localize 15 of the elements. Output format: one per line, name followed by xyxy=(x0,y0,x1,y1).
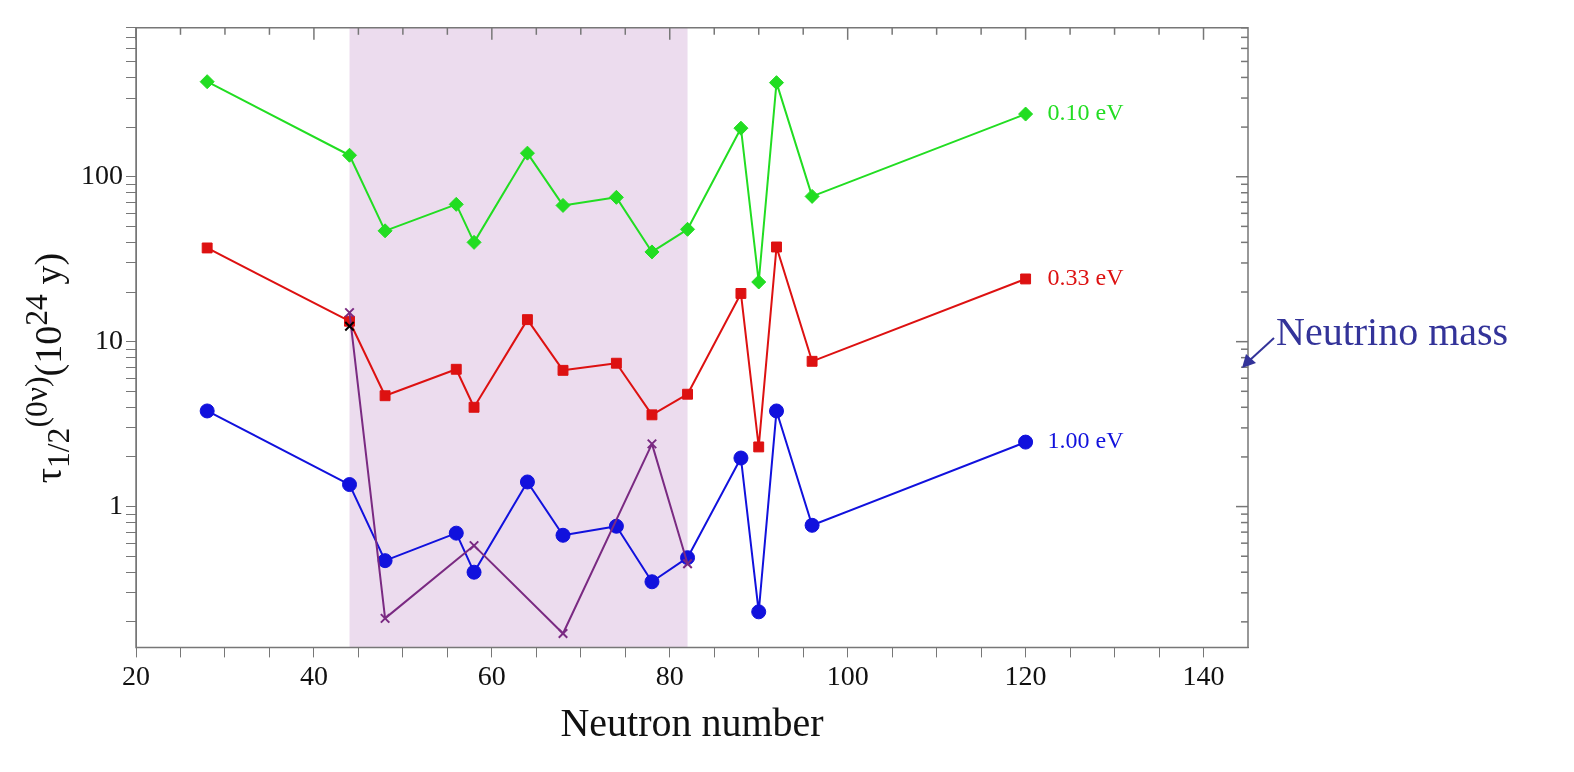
series-label: 0.10 eV xyxy=(1047,99,1125,126)
x-tick-label: 100 xyxy=(826,659,869,691)
x-tick-label: 140 xyxy=(1182,659,1225,691)
series-label: 1.00 eV xyxy=(1047,427,1125,454)
x-tick-label: 60 xyxy=(477,659,506,691)
y-tick-label: 10 xyxy=(95,324,123,356)
y-tick-label: 100 xyxy=(81,159,123,191)
x-tick-label: 80 xyxy=(655,659,684,691)
x-axis-title: Neutron number xyxy=(560,699,824,745)
text: Neutrino mass xyxy=(1276,308,1509,355)
series-label: 0.33 eV xyxy=(1047,264,1125,291)
x-tick-label: 40 xyxy=(299,659,328,691)
y-tick-label: 1 xyxy=(109,488,123,520)
x-tick-label: 20 xyxy=(122,659,150,691)
x-tick-label: 120 xyxy=(1004,659,1047,691)
